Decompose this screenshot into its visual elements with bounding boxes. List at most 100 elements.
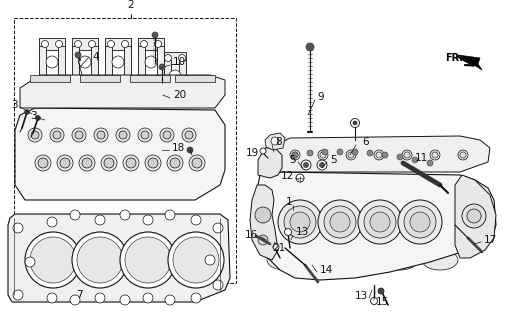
Circle shape	[120, 210, 130, 220]
Ellipse shape	[183, 139, 201, 151]
Text: 1: 1	[285, 197, 292, 207]
Text: 5: 5	[330, 155, 337, 165]
Text: 17: 17	[484, 235, 497, 245]
Circle shape	[353, 121, 357, 125]
Circle shape	[41, 41, 48, 47]
Circle shape	[205, 255, 215, 265]
Circle shape	[82, 158, 92, 168]
Circle shape	[374, 150, 384, 160]
Circle shape	[304, 163, 309, 167]
Polygon shape	[15, 108, 225, 200]
Circle shape	[35, 155, 51, 171]
Circle shape	[378, 288, 384, 294]
Circle shape	[126, 158, 136, 168]
Circle shape	[163, 131, 171, 139]
Polygon shape	[138, 38, 164, 50]
Circle shape	[148, 158, 158, 168]
Circle shape	[116, 128, 130, 142]
Circle shape	[306, 43, 314, 51]
Text: 6: 6	[362, 137, 369, 147]
Circle shape	[324, 206, 356, 238]
Polygon shape	[72, 46, 79, 76]
Circle shape	[141, 41, 148, 47]
Circle shape	[30, 237, 76, 283]
Circle shape	[290, 212, 310, 232]
Circle shape	[97, 131, 105, 139]
Circle shape	[141, 131, 149, 139]
Circle shape	[155, 41, 161, 47]
Circle shape	[104, 158, 114, 168]
Text: 11: 11	[415, 153, 428, 163]
Polygon shape	[105, 46, 112, 76]
Circle shape	[38, 158, 48, 168]
Circle shape	[120, 295, 130, 305]
Text: FR.: FR.	[445, 53, 463, 63]
Circle shape	[318, 150, 328, 160]
Circle shape	[89, 41, 96, 47]
Circle shape	[13, 223, 23, 233]
Circle shape	[77, 237, 123, 283]
Circle shape	[271, 137, 279, 145]
Circle shape	[427, 160, 433, 166]
Circle shape	[75, 131, 83, 139]
Text: 7: 7	[76, 290, 82, 300]
Circle shape	[57, 155, 73, 171]
Circle shape	[152, 32, 158, 38]
Text: 20: 20	[173, 90, 186, 100]
Polygon shape	[124, 46, 131, 76]
Circle shape	[402, 150, 412, 160]
Circle shape	[47, 293, 57, 303]
Circle shape	[167, 155, 183, 171]
Text: 13: 13	[296, 227, 309, 237]
Circle shape	[60, 158, 70, 168]
Polygon shape	[164, 52, 186, 64]
Circle shape	[119, 131, 127, 139]
Circle shape	[70, 210, 80, 220]
Text: 21: 21	[272, 243, 285, 253]
Circle shape	[178, 54, 185, 61]
Circle shape	[50, 128, 64, 142]
Circle shape	[28, 128, 42, 142]
Circle shape	[189, 155, 205, 171]
Polygon shape	[8, 214, 230, 302]
Text: 13: 13	[355, 291, 368, 301]
Polygon shape	[80, 75, 120, 82]
Circle shape	[187, 147, 193, 153]
Circle shape	[192, 158, 202, 168]
Circle shape	[74, 41, 81, 47]
Polygon shape	[258, 148, 282, 178]
Circle shape	[70, 295, 80, 305]
Circle shape	[258, 235, 268, 245]
Circle shape	[95, 293, 105, 303]
Ellipse shape	[39, 139, 57, 151]
Circle shape	[125, 237, 171, 283]
Circle shape	[165, 210, 175, 220]
Circle shape	[79, 56, 91, 68]
Ellipse shape	[382, 250, 418, 270]
Circle shape	[320, 163, 324, 167]
Circle shape	[255, 207, 271, 223]
Circle shape	[367, 150, 373, 156]
Polygon shape	[30, 75, 70, 82]
Circle shape	[25, 232, 81, 288]
Circle shape	[260, 148, 266, 154]
Polygon shape	[258, 172, 496, 280]
Circle shape	[410, 212, 430, 232]
Circle shape	[168, 232, 224, 288]
Circle shape	[143, 293, 153, 303]
Bar	[14, 18, 236, 283]
Circle shape	[285, 228, 292, 236]
Circle shape	[273, 244, 279, 250]
Polygon shape	[455, 175, 496, 258]
Circle shape	[165, 54, 172, 61]
Circle shape	[462, 204, 486, 228]
Circle shape	[36, 116, 40, 121]
Text: 2: 2	[127, 0, 134, 10]
Circle shape	[318, 200, 362, 244]
Circle shape	[322, 149, 328, 155]
Ellipse shape	[342, 250, 378, 270]
Circle shape	[346, 150, 356, 160]
Circle shape	[191, 215, 201, 225]
Circle shape	[412, 157, 418, 163]
Text: 14: 14	[320, 265, 333, 275]
